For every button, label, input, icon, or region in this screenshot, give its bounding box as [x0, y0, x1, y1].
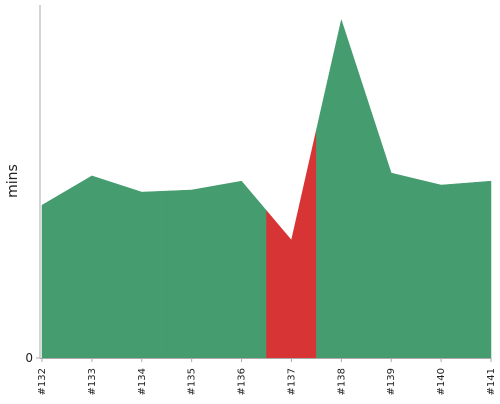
y-tick-label: 0 [25, 351, 33, 365]
area-segment [41, 190, 68, 359]
area-segment [465, 180, 492, 359]
x-tick-label: #141 [486, 368, 497, 395]
x-tick-label: #133 [87, 368, 98, 395]
x-tick-label: #135 [187, 368, 198, 395]
area-segment [316, 18, 367, 359]
area-segment [266, 129, 317, 359]
area-segment [216, 180, 267, 359]
area-segment [166, 185, 217, 359]
x-tick-label: #137 [286, 368, 297, 395]
area-segment [66, 175, 118, 359]
x-tick-label: #140 [436, 368, 447, 395]
x-tick-label: #132 [37, 368, 48, 395]
x-tick-label: #139 [386, 368, 397, 395]
x-tick-label: #136 [237, 368, 248, 395]
x-tick-label: #134 [137, 368, 148, 395]
area-segment [366, 96, 417, 359]
y-axis-label: mins [5, 164, 21, 198]
area-segment [116, 183, 167, 359]
x-tick-label: #138 [336, 368, 347, 395]
area-segment [415, 178, 467, 359]
